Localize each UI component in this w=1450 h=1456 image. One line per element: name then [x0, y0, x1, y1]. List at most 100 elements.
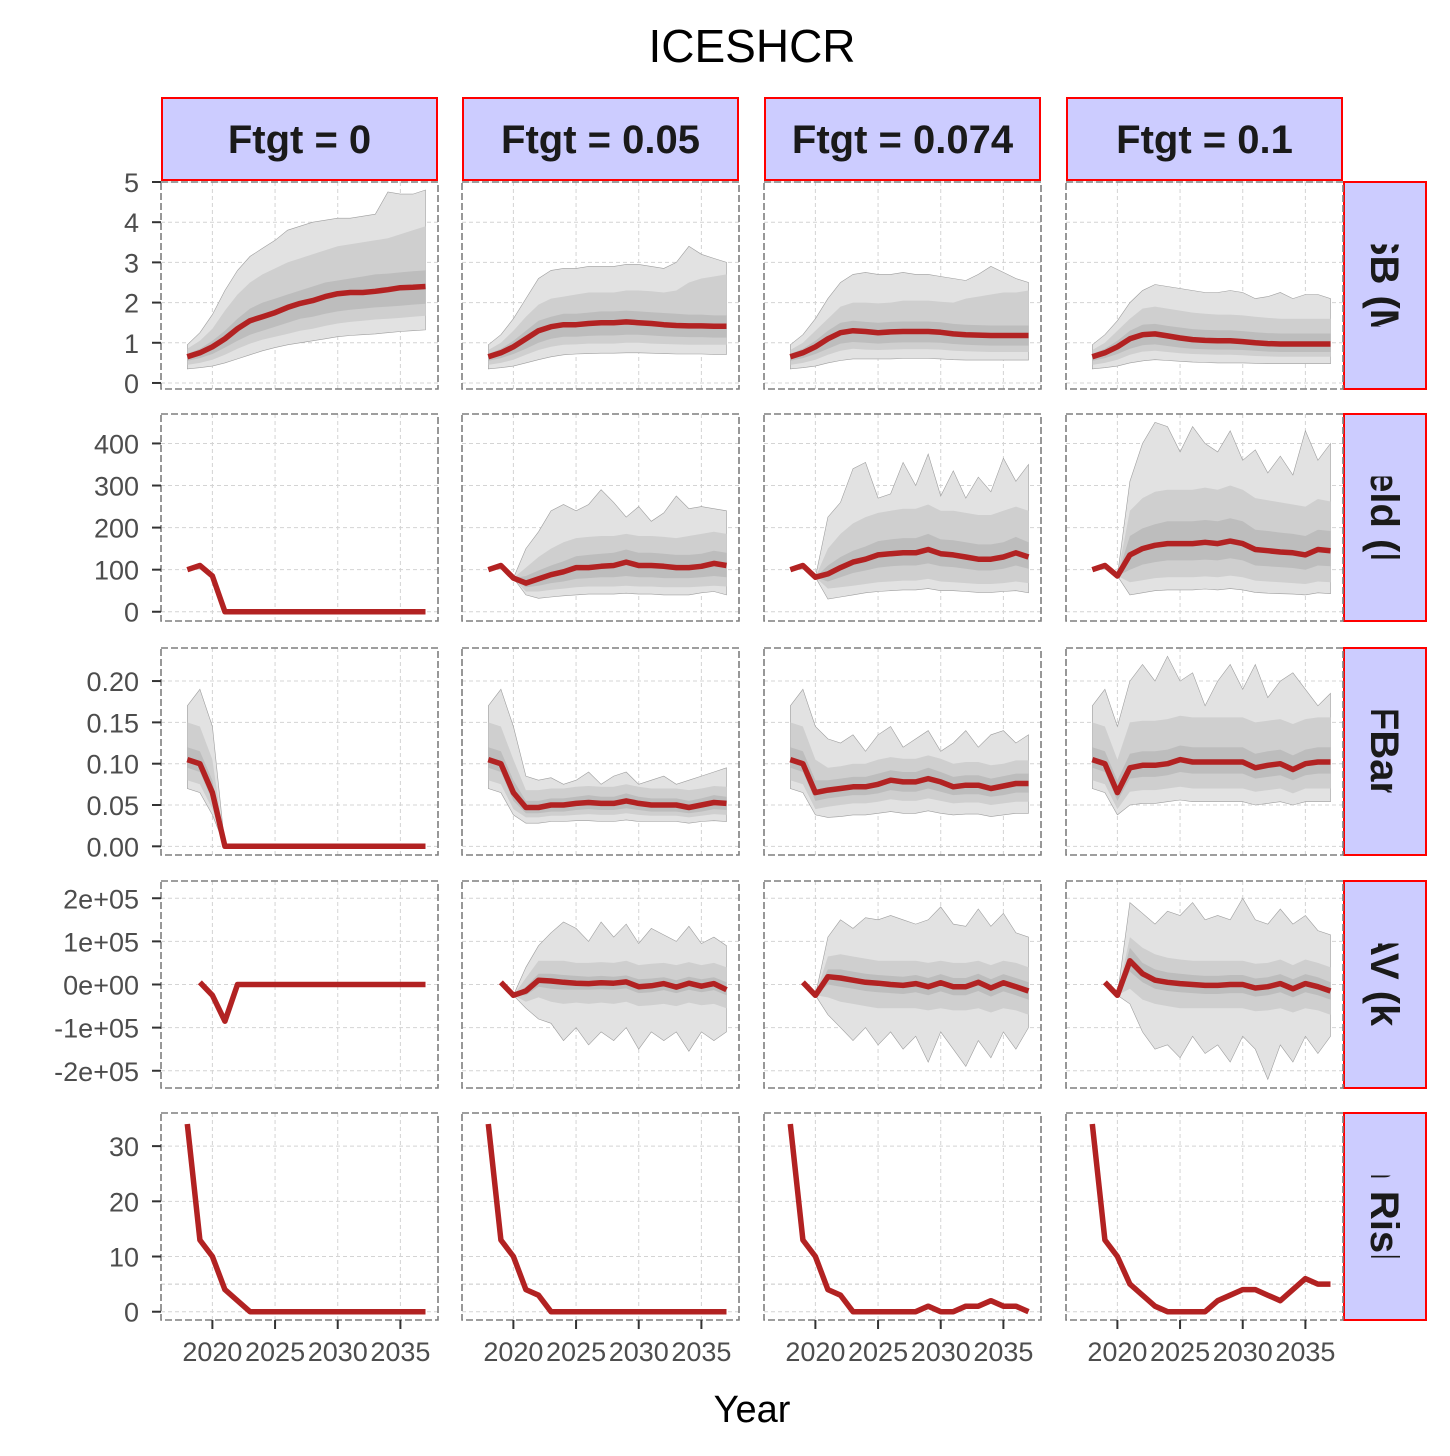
- panel-border: [763, 413, 1042, 622]
- y-tick-label: 0: [124, 1298, 139, 1328]
- y-tick-label: -2e+05: [54, 1057, 139, 1087]
- x-tick-label: 2025: [1150, 1337, 1210, 1367]
- x-axis-title: Year: [714, 1389, 791, 1431]
- panel-border: [461, 880, 740, 1089]
- panel-border: [1065, 647, 1344, 856]
- panel-border: [1065, 413, 1344, 622]
- panel-border: [461, 647, 740, 856]
- y-tick-label: 0.10: [86, 750, 139, 780]
- facet-panel: [152, 413, 439, 622]
- y-tick-label: 0.00: [86, 832, 139, 862]
- ribbon-inner: [1092, 745, 1331, 801]
- median-line: [487, 319, 727, 360]
- x-tick-label: 2035: [370, 1337, 430, 1367]
- facet-strip-row: [1343, 647, 1427, 856]
- median-line: [789, 756, 1029, 796]
- y-tick-label: 2: [124, 289, 139, 319]
- ribbon-middle: [488, 722, 727, 818]
- median-line: [1091, 331, 1331, 360]
- median-line: [487, 756, 727, 811]
- facet-panel: 2020 2025 2030 2035: [763, 1112, 1042, 1367]
- panel-border: [461, 413, 740, 622]
- facet-panel: [763, 647, 1042, 856]
- median-line: [800, 973, 1030, 999]
- y-tick-label: 0: [124, 598, 139, 628]
- x-tick-label: 2020: [483, 1337, 543, 1367]
- y-tick-label: 0: [124, 369, 139, 399]
- y-tick-label: 0.05: [86, 791, 139, 821]
- facet-panel: 2020 2025 2030 2035: [152, 1112, 439, 1367]
- facet-strip-column: [1066, 97, 1343, 181]
- facet-panel: [461, 880, 740, 1089]
- y-tick-label: 1e+05: [63, 927, 139, 957]
- median-line: [487, 559, 727, 586]
- x-tick-label: 2035: [671, 1337, 731, 1367]
- x-tick-label: 2020: [785, 1337, 845, 1367]
- panel-border: [160, 1112, 439, 1321]
- y-tick-label: 10: [109, 1243, 139, 1273]
- median-line: [789, 546, 1030, 580]
- median-line: [186, 756, 426, 850]
- panel-border: [763, 647, 1042, 856]
- y-tick-label: 0e+00: [63, 971, 139, 1001]
- panel-border: [1065, 181, 1344, 390]
- facet-strip-row: [1343, 880, 1427, 1089]
- facet-panel: [1065, 181, 1344, 390]
- facet-strip-row: [1343, 1112, 1427, 1321]
- panel-border: [763, 880, 1042, 1089]
- facet-strip-label: Ftgt = 0.074: [792, 118, 1014, 162]
- facet-panel: [763, 880, 1042, 1089]
- facet-strip-label: Ftgt = 0.1: [1116, 118, 1293, 162]
- panel-border: [160, 181, 439, 390]
- facet-panel: [763, 413, 1042, 622]
- panel-border: [160, 413, 439, 622]
- panel-border: [461, 1112, 740, 1321]
- facet-panel: [461, 647, 740, 856]
- x-tick-label: 2035: [973, 1337, 1033, 1367]
- panel-border: [763, 181, 1042, 390]
- facet-panel: [461, 413, 740, 622]
- median-line: [485, 1123, 727, 1315]
- facet-strip-row: [1343, 413, 1427, 622]
- median-line: [1102, 958, 1332, 999]
- median-line: [787, 1123, 1030, 1315]
- facet-grid: Ftgt = 0 Ftgt = 0.05 Ftgt = 0.074 Ftgt = 0.…: [54, 97, 1427, 1367]
- y-tick-label: 2e+05: [63, 884, 139, 914]
- y-tick-label: 300: [94, 472, 139, 502]
- facet-strip-label: Ftgt = 0.05: [501, 118, 700, 162]
- median-line: [186, 283, 426, 360]
- x-tick-label: 2030: [911, 1337, 971, 1367]
- x-tick-label: 2035: [1275, 1337, 1335, 1367]
- facet-strip-row-label: FBar: [1362, 706, 1406, 797]
- x-tick-label: 2030: [1213, 1337, 1273, 1367]
- facet-strip-label: Ftgt = 0: [228, 118, 371, 162]
- median-line: [197, 980, 426, 1024]
- x-tick-label: 2025: [245, 1337, 305, 1367]
- facet-panel: [461, 181, 740, 390]
- facet-panel: [1065, 880, 1344, 1089]
- facet-strip-column: [462, 97, 739, 181]
- ribbon-inner: [1092, 518, 1331, 576]
- median-line: [1089, 1123, 1331, 1315]
- y-tick-label: -1e+05: [54, 1014, 139, 1044]
- facet-panel: [152, 880, 439, 1089]
- panel-border: [1065, 880, 1344, 1089]
- facet-strip-row: [1343, 181, 1427, 390]
- chart-title: ICESHCR: [648, 20, 855, 72]
- ribbon-inner: [790, 533, 1029, 582]
- facet-panel: [1065, 413, 1344, 622]
- facet-panel: 2020 2025 2030 2035: [461, 1112, 740, 1367]
- panel-border: [160, 647, 439, 856]
- panel-border: [461, 181, 740, 390]
- y-tick-label: 3: [124, 248, 139, 278]
- y-tick-label: 1: [124, 329, 139, 359]
- facet-strip-row-label: SSB (Mt): [1362, 202, 1406, 369]
- median-line: [789, 327, 1029, 360]
- x-tick-label: 2030: [308, 1337, 368, 1367]
- median-line: [498, 977, 728, 999]
- ribbon-outer: [187, 688, 426, 847]
- x-tick-label: 2020: [1087, 1337, 1147, 1367]
- y-tick-label: 5: [124, 168, 139, 198]
- facet-panel: [152, 647, 439, 856]
